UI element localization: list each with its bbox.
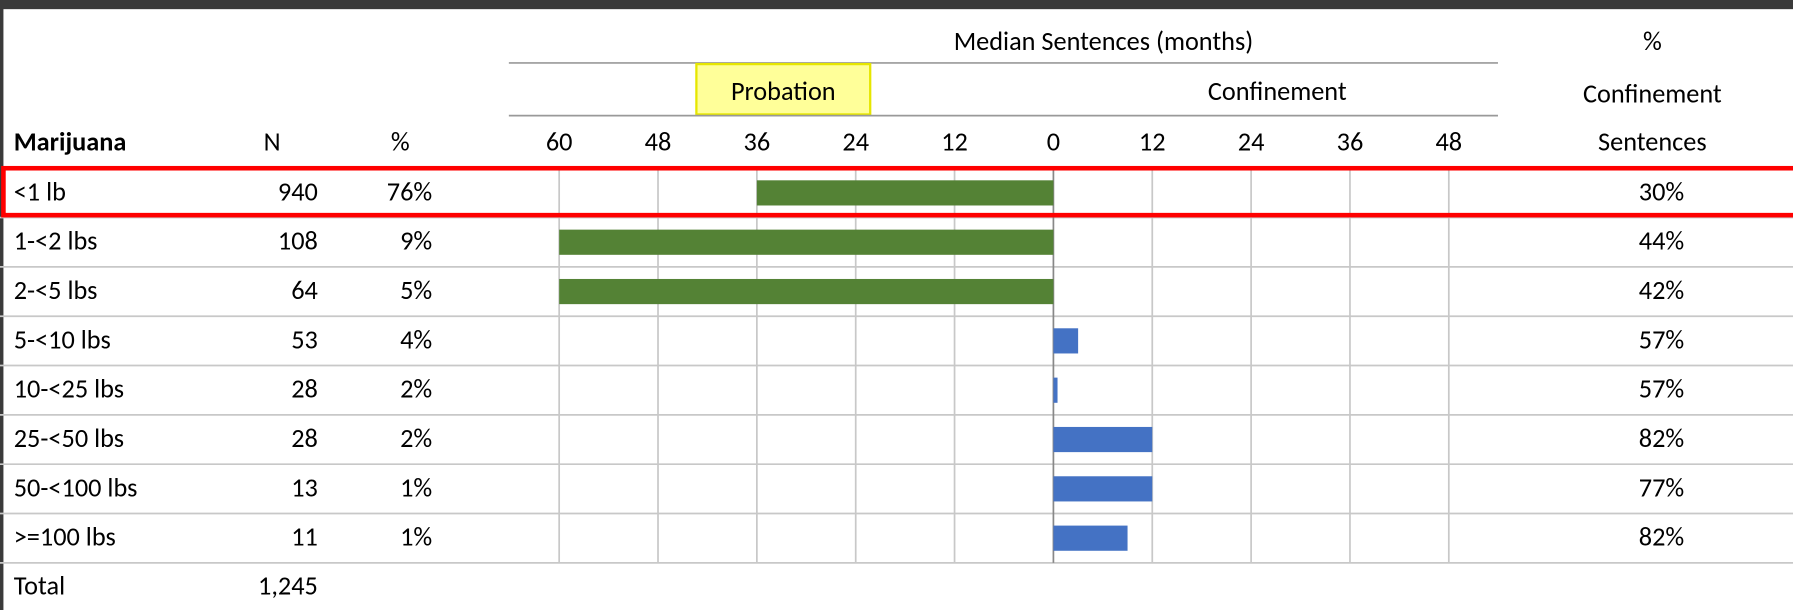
column-header: % — [1643, 26, 1662, 58]
x-tick-label: 36 — [744, 126, 771, 158]
pct-value: 2% — [400, 423, 432, 455]
x-tick-label: 48 — [1435, 126, 1462, 158]
x-tick-label: 12 — [1139, 126, 1166, 158]
n-value: 28 — [291, 423, 318, 455]
row-label: 10-<25 lbs — [14, 374, 124, 406]
confinement-pct: 82% — [1639, 522, 1684, 554]
x-tick-label: 48 — [645, 126, 672, 158]
confinement-pct: 30% — [1639, 176, 1684, 208]
bar — [559, 229, 1054, 255]
bar — [756, 180, 1054, 206]
bar — [1053, 426, 1153, 453]
x-tick-label: 24 — [842, 126, 869, 158]
row-label: 25-<50 lbs — [14, 423, 124, 455]
pct-value: 76% — [387, 176, 432, 208]
bar — [1053, 476, 1153, 502]
confinement-pct: 57% — [1639, 374, 1684, 406]
n-value: 13 — [291, 472, 318, 504]
pct-value: 9% — [400, 226, 432, 258]
highlight-box — [1, 165, 1793, 218]
confinement-pct: 82% — [1639, 423, 1684, 455]
confinement-pct: 42% — [1639, 275, 1684, 307]
confinement-label: Confinement — [1208, 76, 1347, 108]
n-value: 64 — [291, 275, 318, 307]
confinement-pct: 57% — [1639, 324, 1684, 356]
confinement-pct: 77% — [1639, 472, 1684, 504]
n-value: 53 — [291, 324, 318, 356]
pct-value: 4% — [400, 324, 432, 356]
pct-value: 2% — [400, 374, 432, 406]
column-header: N — [264, 126, 281, 158]
bar — [559, 278, 1054, 305]
total-label: Total — [14, 571, 65, 603]
confinement-pct: 44% — [1639, 226, 1684, 258]
n-value: 11 — [291, 522, 318, 554]
row-label: 50-<100 lbs — [14, 472, 138, 504]
x-tick-label: 12 — [941, 126, 968, 158]
n-value: 28 — [291, 374, 318, 406]
n-value: 108 — [278, 226, 318, 258]
probation-label: Probation — [731, 76, 836, 108]
pct-value: 5% — [400, 275, 432, 307]
x-tick-label: 60 — [546, 126, 573, 158]
bar — [1053, 377, 1058, 403]
row-label: <1 lb — [14, 176, 66, 208]
column-header: % — [391, 126, 410, 158]
column-header: Marijuana — [14, 127, 127, 159]
x-tick-label: 36 — [1337, 126, 1364, 158]
x-tick-label: 0 — [1047, 126, 1060, 158]
pct-value: 1% — [400, 522, 432, 554]
n-value: 940 — [278, 176, 318, 208]
x-tick-label: 24 — [1238, 126, 1265, 158]
bar — [1053, 328, 1079, 354]
row-label: 1-<2 lbs — [14, 226, 98, 258]
column-header: Sentences — [1598, 126, 1707, 158]
bar — [1053, 525, 1128, 551]
chart-title: Median Sentences (months) — [954, 26, 1254, 58]
row-label: >=100 lbs — [14, 522, 116, 554]
row-label: 2-<5 lbs — [14, 275, 98, 307]
top-border — [0, 0, 1793, 10]
probation-highlight — [695, 62, 872, 116]
total-value: 1,245 — [258, 571, 318, 603]
row-label: 5-<10 lbs — [14, 324, 111, 356]
left-border — [0, 0, 4, 610]
pct-value: 1% — [400, 472, 432, 504]
column-header: Confinement — [1583, 78, 1722, 110]
